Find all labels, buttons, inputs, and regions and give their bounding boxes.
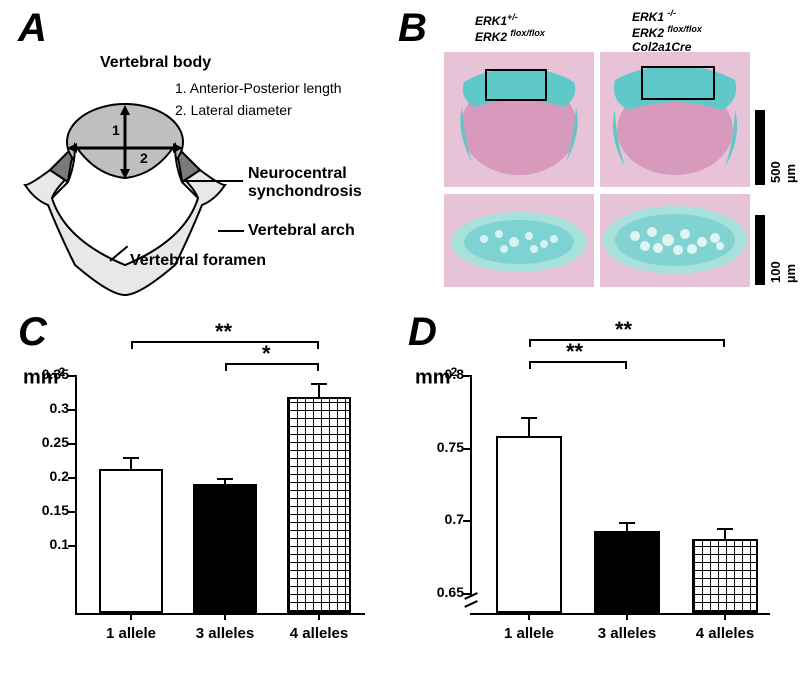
- chart-d: 0.650.70.750.81 allele3 alleles4 alleles…: [470, 335, 780, 635]
- bar: [287, 397, 351, 613]
- ap-length-label: 1. Anterior-Posterior length: [175, 80, 342, 96]
- lateral-diameter-label: 2. Lateral diameter: [175, 102, 292, 118]
- vertebral-foramen-label: Vertebral foramen: [130, 252, 266, 270]
- micrograph-bot-left: [444, 194, 594, 287]
- panel-b-label: B: [398, 6, 427, 51]
- panel-c-label: C: [18, 310, 47, 355]
- scalebar-top-text: 500 µm: [768, 151, 798, 183]
- bar: [496, 436, 562, 613]
- leader-sync: [183, 180, 243, 182]
- neurocentral-label: Neurocentral synchondrosis: [248, 165, 362, 202]
- scalebar-bot-text: 100 µm: [768, 251, 798, 283]
- bar: [99, 469, 163, 613]
- micrograph-top-right: [600, 52, 750, 187]
- panel-a-label: A: [18, 6, 47, 51]
- geno-right: ERK1 -/- ERK2 flox/flox Col2a1Cre: [632, 8, 702, 54]
- bar: [594, 531, 660, 613]
- svg-text:2: 2: [140, 150, 148, 166]
- scalebar-bot: [755, 215, 765, 285]
- micrograph-bot-right: [600, 194, 750, 287]
- micrograph-top-left: [444, 52, 594, 187]
- chart-c: 0.10.150.20.250.30.351 allele3 alleles4 …: [75, 335, 375, 635]
- bar: [692, 539, 758, 613]
- leader-arch: [218, 230, 244, 232]
- geno-left: ERK1+/- ERK2 flox/flox: [475, 12, 545, 44]
- vertebral-body-label: Vertebral body: [100, 54, 211, 72]
- scalebar-top: [755, 110, 765, 185]
- vertebral-arch-label: Vertebral arch: [248, 222, 355, 240]
- panel-d-label: D: [408, 310, 437, 355]
- svg-text:1: 1: [112, 122, 120, 138]
- bar: [193, 484, 257, 613]
- vertebra-diagram: 1 2: [20, 90, 230, 310]
